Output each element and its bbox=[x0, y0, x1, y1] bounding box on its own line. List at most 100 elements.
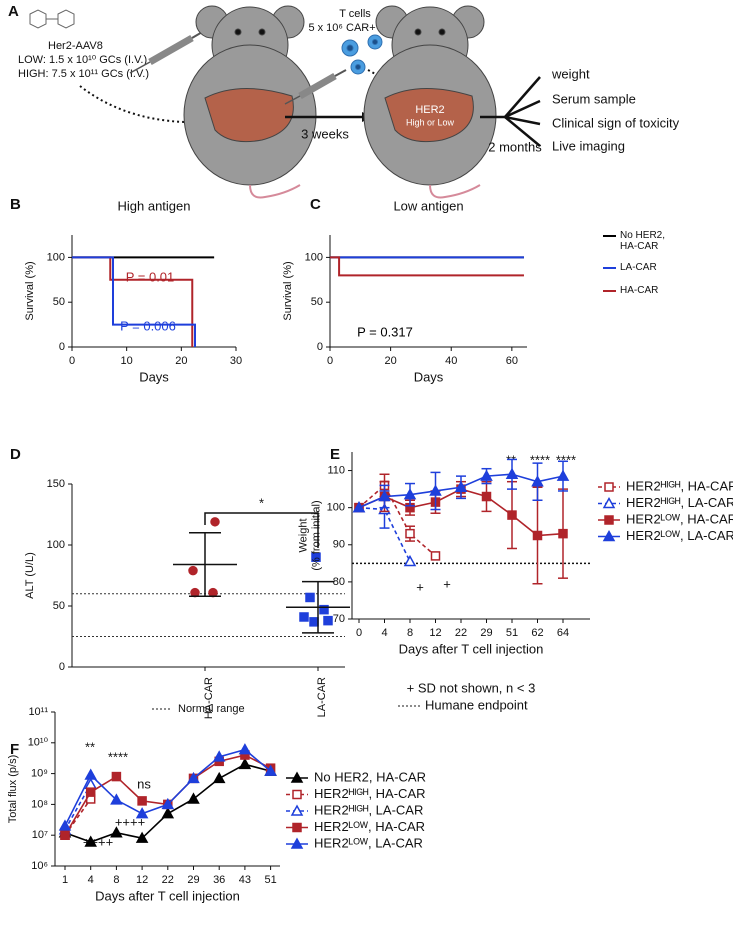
marker bbox=[60, 830, 70, 840]
legend-label: HER2ᴴᴵᴳᴴ, LA-CAR bbox=[314, 802, 423, 817]
legend-marker bbox=[290, 804, 304, 816]
annotation: **** bbox=[108, 749, 128, 764]
marker bbox=[238, 757, 252, 770]
x-tick-label: 22 bbox=[162, 874, 174, 886]
marker bbox=[507, 510, 517, 520]
marker bbox=[212, 750, 226, 762]
x-axis-label: Days bbox=[139, 369, 169, 384]
marker bbox=[558, 528, 568, 539]
marker bbox=[111, 771, 122, 782]
molecule-icon bbox=[29, 9, 75, 29]
marker bbox=[161, 807, 175, 819]
series-line bbox=[358, 506, 411, 562]
marker bbox=[505, 467, 519, 480]
legend-label: No HER2, HA-CAR bbox=[620, 230, 666, 252]
x-tick-label: 36 bbox=[213, 874, 225, 886]
marker bbox=[481, 491, 492, 502]
legend-marker bbox=[292, 822, 302, 833]
vector-name: Her2-AAV8 bbox=[48, 40, 103, 52]
y-axis-label: Survival (%) bbox=[24, 261, 36, 320]
x-tick-label: 8 bbox=[407, 627, 413, 639]
marker bbox=[137, 796, 147, 806]
y-tick-label: 100 bbox=[47, 251, 65, 263]
marker bbox=[135, 807, 149, 819]
x-tick-label: 64 bbox=[557, 627, 569, 639]
marker bbox=[85, 787, 96, 797]
marker bbox=[480, 469, 493, 481]
marker bbox=[84, 768, 97, 780]
x-axis-label: Days bbox=[414, 369, 444, 384]
x-tick-label: 12 bbox=[136, 874, 148, 886]
x-tick-label: 20 bbox=[175, 355, 187, 367]
x-tick-label: 12 bbox=[429, 627, 441, 639]
x-tick-label: 29 bbox=[187, 874, 199, 886]
schematic: A Her2-AAV8 LOW: 1.5 x 10¹⁰ GCs (I.V.) H… bbox=[8, 3, 680, 199]
marker bbox=[403, 554, 417, 567]
legend-label: Humane endpoint bbox=[425, 697, 528, 712]
legend-label: HER2ᴸᴼᵂ, HA-CAR bbox=[626, 511, 733, 526]
annotation: ** bbox=[85, 739, 95, 754]
y-tick-label: 10⁸ bbox=[31, 798, 48, 810]
legend-marker bbox=[290, 837, 304, 849]
marker bbox=[531, 475, 544, 487]
marker bbox=[311, 552, 321, 562]
panel-label: A bbox=[8, 3, 19, 20]
y-axis-label: (% from initial) bbox=[310, 500, 322, 570]
x-tick-label: 10 bbox=[121, 355, 133, 367]
mouse bbox=[363, 5, 497, 199]
x-tick-label: 51 bbox=[264, 874, 276, 886]
y-tick-label: 100 bbox=[327, 502, 345, 514]
annotation: P = 0.006 bbox=[120, 318, 176, 333]
marker bbox=[110, 826, 123, 838]
y-tick-label: 150 bbox=[47, 478, 65, 490]
marker bbox=[187, 771, 200, 784]
marker bbox=[161, 797, 175, 810]
panel-label: F bbox=[10, 741, 19, 758]
chart-title: Low antigen bbox=[393, 198, 463, 213]
survival-curve bbox=[330, 256, 524, 277]
x-tick-label: 4 bbox=[381, 627, 387, 639]
readout: Serum sample bbox=[552, 91, 636, 106]
y-axis-label: Weight bbox=[297, 518, 309, 552]
y-tick-label: 90 bbox=[333, 539, 345, 551]
y-tick-label: 70 bbox=[333, 613, 345, 625]
x-axis-label: Days after T cell injection bbox=[95, 888, 240, 903]
y-tick-label: 100 bbox=[47, 539, 65, 551]
marker bbox=[212, 771, 226, 784]
readout: Clinical sign of toxicity bbox=[552, 115, 680, 130]
x-tick-label: 51 bbox=[506, 627, 518, 639]
marker bbox=[84, 835, 97, 847]
x-tick-label: 22 bbox=[455, 627, 467, 639]
readout: Live imaging bbox=[552, 138, 625, 153]
y-tick-label: 50 bbox=[311, 296, 323, 308]
marker bbox=[110, 793, 123, 805]
x-tick-label: 4 bbox=[88, 874, 94, 886]
marker bbox=[323, 615, 333, 626]
liver-sublabel: High or Low bbox=[406, 117, 455, 127]
liver-label: HER2 bbox=[415, 104, 444, 116]
y-axis-label: Total flux (p/s) bbox=[7, 755, 19, 823]
marker bbox=[187, 792, 200, 804]
annotation: + bbox=[443, 576, 451, 591]
y-axis-label: Survival (%) bbox=[282, 261, 294, 320]
x-tick-label: 0 bbox=[69, 355, 75, 367]
legend-marker bbox=[604, 515, 614, 525]
marker bbox=[309, 617, 319, 627]
panel-label: E bbox=[330, 446, 340, 463]
syringe bbox=[284, 69, 347, 105]
marker bbox=[264, 764, 277, 776]
annotation: P = 0.317 bbox=[357, 324, 413, 339]
legend-marker bbox=[602, 529, 616, 542]
marker bbox=[188, 565, 198, 576]
marker bbox=[208, 587, 218, 598]
y-tick-label: 0 bbox=[317, 341, 323, 353]
legend-label: HER2ᴸᴼᵂ, LA-CAR bbox=[314, 835, 423, 850]
x-tick-label: 0 bbox=[327, 355, 333, 367]
readout-arrows bbox=[480, 76, 541, 147]
y-tick-label: 10⁷ bbox=[32, 829, 48, 841]
y-tick-label: 0 bbox=[59, 341, 65, 353]
x-tick-label: 0 bbox=[356, 627, 362, 639]
marker bbox=[352, 501, 366, 513]
